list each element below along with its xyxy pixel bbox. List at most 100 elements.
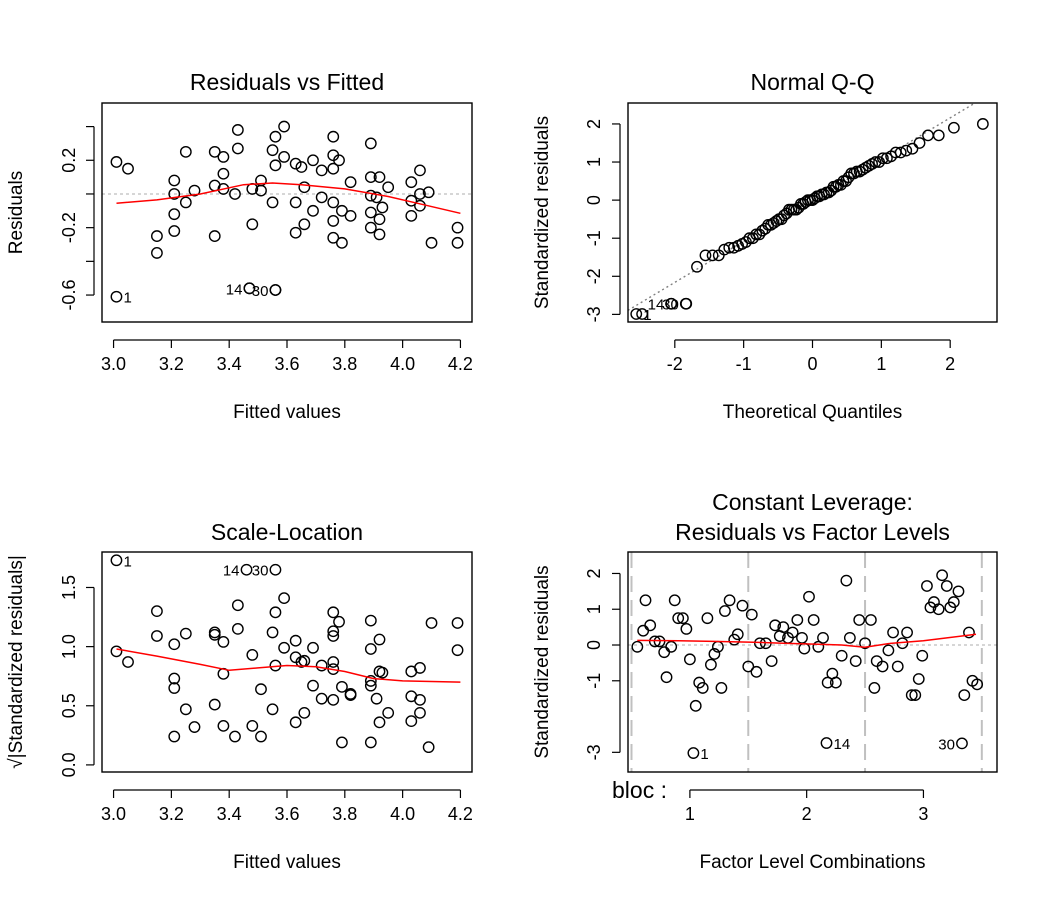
data-point: [307, 154, 319, 167]
x-tick-label: 1: [876, 354, 886, 374]
y-tick-label: 1.5: [59, 575, 79, 600]
data-point: [336, 736, 348, 749]
data-point: [689, 699, 702, 712]
data-point: [315, 692, 328, 705]
data-point: [921, 580, 933, 592]
data-point: [364, 221, 377, 234]
data-point: [327, 215, 340, 227]
data-point: [327, 162, 340, 175]
data-point: [122, 162, 134, 175]
y-tick-label: -3: [584, 744, 604, 760]
x-tick-label: 3.4: [217, 804, 242, 824]
factor-label: bloc :: [612, 777, 667, 803]
data-point: [373, 716, 386, 729]
x-tick-label: 3: [918, 804, 928, 824]
data-point: [971, 678, 984, 691]
data-point: [769, 619, 782, 632]
data-point: [370, 692, 383, 705]
data-point: [952, 585, 965, 598]
y-tick-label: -0.2: [59, 212, 79, 243]
data-point: [327, 630, 340, 642]
data-point: [648, 635, 661, 648]
data-point: [750, 228, 763, 241]
plot-area: [628, 552, 997, 772]
data-point: [122, 656, 134, 668]
data-point: [208, 628, 221, 641]
data-point: [765, 655, 778, 668]
y-tick-label: -0.6: [59, 280, 79, 311]
panel-residuals-vs-fitted: Residuals vs Fitted 1 14 30 3.0 3.2 3.4 3.6 3.8 4…: [6, 69, 473, 423]
x-tick-label: -2: [667, 354, 683, 374]
data-point: [278, 592, 291, 605]
data-point: [922, 129, 934, 142]
data-point: [414, 693, 426, 706]
data-point: [900, 144, 913, 157]
data-point: [830, 180, 842, 193]
x-axis-label: Fitted values: [233, 852, 341, 873]
data-point: [344, 689, 357, 702]
x-tick-label: 4.2: [448, 354, 473, 374]
data-point: [705, 658, 717, 671]
data-point: [289, 716, 302, 729]
data-point: [298, 181, 311, 194]
data-point: [739, 236, 752, 248]
x-tick-label: 3.0: [101, 804, 126, 824]
data-point: [168, 208, 181, 221]
data-point: [976, 118, 989, 130]
data-point: [745, 608, 758, 621]
plot-frame: [101, 102, 473, 323]
data-point: [231, 599, 244, 612]
y-tick-label: 0: [584, 640, 604, 650]
point-label: 14: [834, 736, 851, 753]
chart-title: Scale-Location: [211, 519, 363, 545]
data-point: [373, 633, 386, 646]
data-point: [680, 623, 693, 635]
data-point: [856, 163, 869, 176]
data-point: [868, 682, 881, 694]
data-point: [315, 164, 328, 177]
data-point: [840, 574, 853, 587]
point-label: 1: [643, 307, 651, 324]
data-point: [947, 121, 960, 134]
data-point: [168, 188, 181, 200]
chart-title: Constant Leverage:: [712, 489, 913, 515]
data-point: [246, 218, 259, 231]
data-point: [859, 637, 871, 650]
data-point: [208, 230, 221, 242]
data-point: [382, 181, 395, 194]
data-point: [894, 146, 907, 159]
data-point: [266, 626, 279, 639]
data-point: [307, 204, 319, 217]
data-point: [307, 641, 319, 654]
data-point: [255, 184, 267, 197]
data-point: [644, 619, 657, 632]
point-label: 30: [938, 736, 955, 753]
data-point: [853, 614, 866, 626]
point-label: 1: [123, 290, 131, 307]
x-axis-label: Theoretical Quantiles: [723, 402, 903, 423]
data-point: [750, 665, 763, 678]
data-point: [405, 715, 418, 728]
data-point: [240, 563, 253, 576]
data-point: [295, 161, 308, 173]
data-point: [217, 167, 230, 180]
data-point: [916, 649, 929, 662]
data-point: [364, 736, 377, 749]
data-point: [864, 614, 877, 626]
data-point: [289, 634, 302, 647]
data-point: [882, 644, 895, 657]
data-point: [451, 236, 464, 249]
data-point: [168, 730, 181, 743]
data-point: [168, 682, 181, 694]
data-point: [208, 145, 221, 158]
data-point: [269, 284, 282, 296]
chart-title: Residuals vs Fitted: [190, 69, 384, 95]
data-point: [217, 151, 230, 163]
y-axis-label: Standardized residuals: [532, 116, 553, 309]
x-tick-label: 3.2: [159, 804, 184, 824]
x-tick-label: 4.0: [390, 804, 415, 824]
data-point: [414, 188, 426, 200]
data-point: [289, 157, 302, 170]
data-point: [683, 653, 696, 666]
